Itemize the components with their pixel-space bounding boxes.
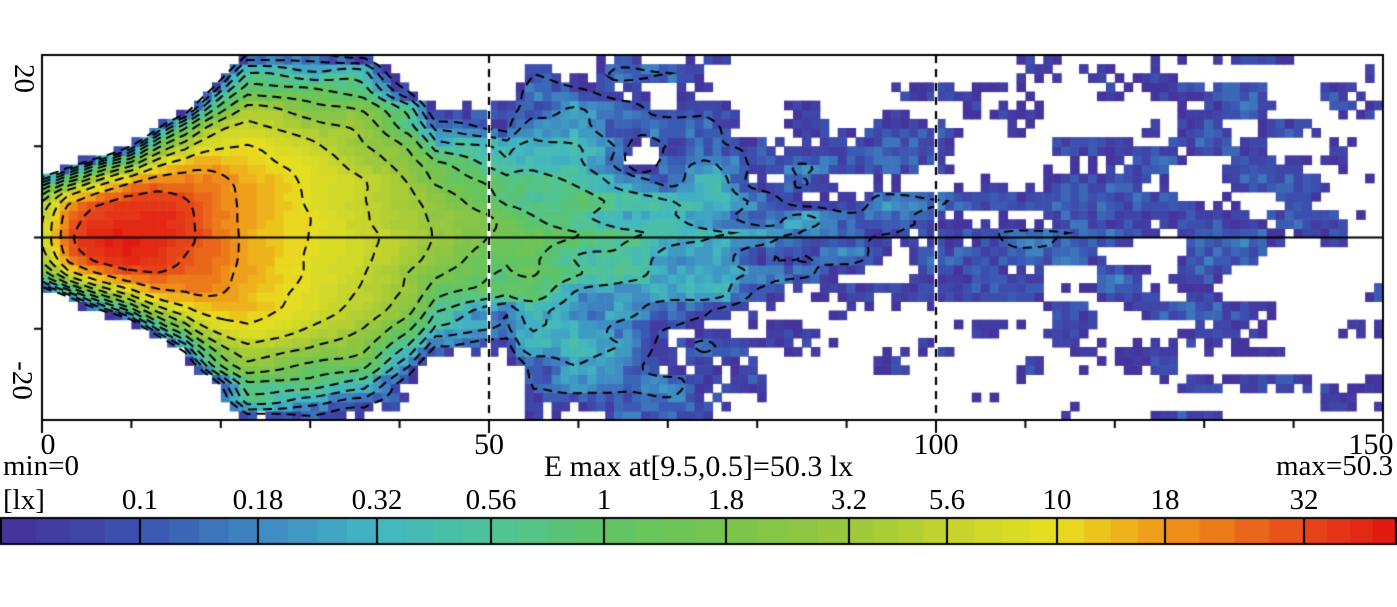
colorbar-tick-label: 3.2 (830, 484, 868, 516)
x-tick-label: 0 (40, 428, 56, 461)
colorbar-unit-label: [lx] (3, 484, 45, 516)
emax-annotation: E max at[9.5,0.5]=50.3 lx (543, 450, 854, 483)
colorbar-tick-label: 18 (1150, 484, 1180, 516)
min-value-label: min=0 (3, 450, 79, 482)
colorbar-tick-label: 0.1 (121, 484, 159, 516)
colorbar-tick-label: 1 (596, 484, 612, 516)
y-axis-label-top: 20 (8, 64, 40, 93)
colorbar-tick-label: 10 (1042, 484, 1072, 516)
x-tick-label: 150 (1348, 428, 1394, 461)
colorbar-tick-label: 1.8 (707, 484, 745, 516)
x-tick-label: 50 (474, 428, 504, 461)
y-axis-label-bottom: -20 (5, 361, 38, 400)
colorbar-tick-label: 5.6 (928, 484, 966, 516)
colorbar-tick-label: 32 (1289, 484, 1319, 516)
colorbar-tick-label: 0.18 (232, 484, 284, 516)
x-tick-label: 100 (913, 428, 959, 461)
colorbar-tick-label: 0.32 (351, 484, 403, 516)
max-value-label: max=50.3 (1275, 450, 1393, 482)
colorbar-tick-label: 0.56 (465, 484, 517, 516)
